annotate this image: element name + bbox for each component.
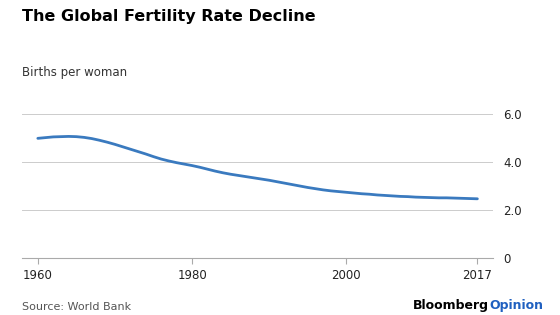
Text: The Global Fertility Rate Decline: The Global Fertility Rate Decline bbox=[22, 9, 316, 25]
Text: Bloomberg: Bloomberg bbox=[413, 299, 489, 312]
Text: Births per woman: Births per woman bbox=[22, 66, 128, 79]
Text: Opinion: Opinion bbox=[489, 299, 543, 312]
Text: Source: World Bank: Source: World Bank bbox=[22, 302, 132, 312]
